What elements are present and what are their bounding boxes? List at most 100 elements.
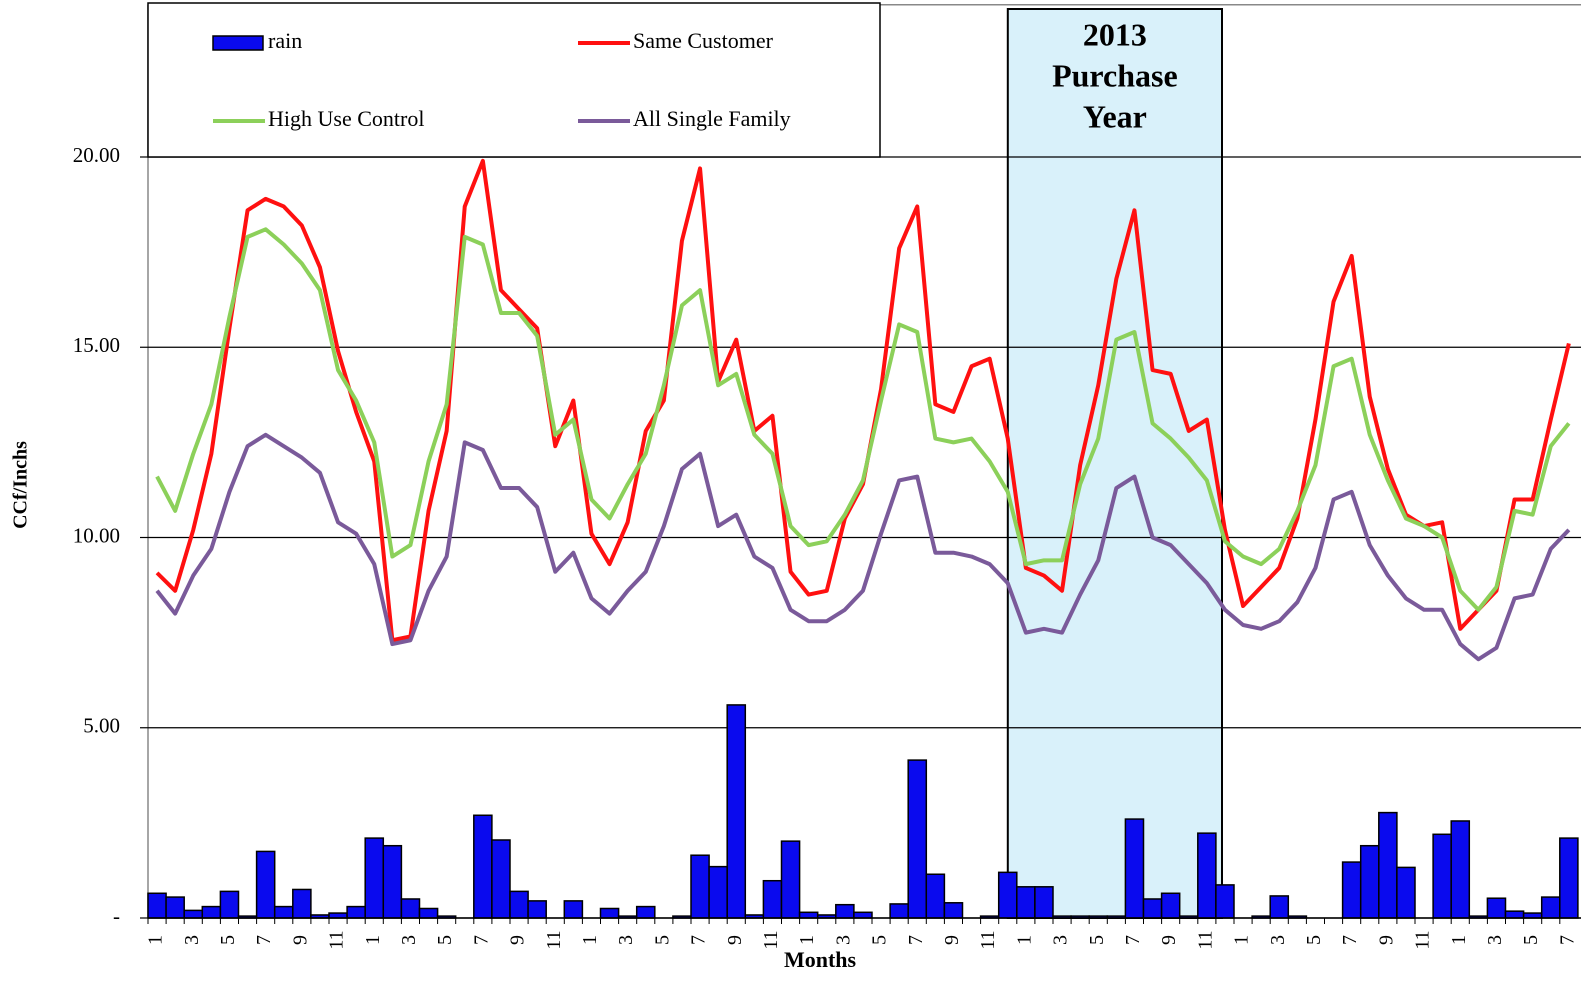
bar	[1397, 867, 1415, 918]
bar	[1144, 899, 1162, 918]
x-tick-label: 1	[796, 935, 818, 945]
x-tick-label: 11	[1194, 930, 1216, 949]
bar	[999, 872, 1017, 918]
x-tick-label: 5	[1086, 935, 1108, 945]
x-tick-label: 7	[1556, 935, 1578, 945]
bar	[166, 897, 184, 918]
bar	[691, 855, 709, 918]
x-tick-label: 7	[253, 935, 275, 945]
bar	[1487, 898, 1505, 918]
line-series	[157, 161, 1569, 640]
y-axis-title: CCf/Inchs	[10, 441, 32, 529]
bar	[492, 840, 510, 918]
bar	[293, 889, 311, 918]
bar	[1162, 893, 1180, 918]
y-tick-label: 10.00	[73, 523, 120, 547]
x-tick-label: 5	[1303, 935, 1325, 945]
bar	[1542, 897, 1560, 918]
bar	[1035, 887, 1053, 918]
y-tick-label: 20.00	[73, 143, 120, 167]
x-tick-label: 1	[362, 935, 384, 945]
annotation-text: Year	[1083, 98, 1147, 134]
bar	[601, 908, 619, 918]
x-tick-label: 9	[289, 935, 311, 945]
x-tick-label: 5	[434, 935, 456, 945]
bar	[763, 881, 781, 918]
bar	[220, 891, 238, 918]
x-tick-label: 5	[651, 935, 673, 945]
legend-label: High Use Control	[268, 106, 424, 131]
x-tick-label: 9	[1375, 935, 1397, 945]
bar	[1216, 885, 1234, 918]
bar	[1270, 896, 1288, 918]
x-tick-label: 1	[1448, 935, 1470, 945]
bar	[1560, 838, 1578, 918]
bar	[637, 907, 655, 918]
x-tick-label: 3	[1050, 935, 1072, 945]
bar	[890, 904, 908, 918]
bar	[908, 760, 926, 918]
bar	[926, 874, 944, 918]
bar	[383, 846, 401, 918]
bar	[347, 907, 365, 918]
bar	[800, 912, 818, 918]
x-tick-label: 3	[398, 935, 420, 945]
legend-label: All Single Family	[633, 106, 791, 131]
y-tick-label: 15.00	[73, 333, 120, 357]
x-tick-label: 1	[1013, 935, 1035, 945]
annotation-text: 2013	[1083, 16, 1147, 52]
x-tick-label: 5	[1520, 935, 1542, 945]
bar	[184, 910, 202, 918]
legend-label: rain	[268, 28, 302, 53]
x-tick-label: 5	[217, 935, 239, 945]
bar	[202, 907, 220, 918]
legend-label: Same Customer	[633, 28, 774, 53]
bar	[1343, 862, 1361, 918]
bar	[148, 893, 166, 918]
legend-swatch	[213, 36, 263, 50]
x-tick-label: 7	[1339, 935, 1361, 945]
bar	[854, 912, 872, 918]
y-tick-label: 5.00	[83, 714, 120, 738]
x-axis-title: Months	[784, 947, 857, 972]
bar	[420, 908, 438, 918]
bar	[1361, 846, 1379, 918]
x-tick-label: 3	[181, 935, 203, 945]
bar	[1198, 833, 1216, 918]
bar	[944, 903, 962, 918]
x-tick-label: 5	[869, 935, 891, 945]
bar	[474, 815, 492, 918]
highlight-region	[1008, 9, 1222, 918]
annotation-text: Purchase	[1052, 57, 1178, 93]
y-tick-label: -	[113, 904, 120, 928]
x-tick-label: 9	[507, 935, 529, 945]
chart: CCf/Inchs Months 2013 Purchase Year - 5.00 10…	[0, 0, 1581, 981]
bar	[401, 899, 419, 918]
x-tick-label: 7	[470, 935, 492, 945]
bar	[564, 901, 582, 918]
legend-box	[148, 3, 880, 157]
bar	[709, 867, 727, 918]
x-tick-label: 11	[326, 930, 348, 949]
bar	[782, 841, 800, 918]
x-tick-label: 3	[615, 935, 637, 945]
bar	[275, 907, 293, 918]
x-tick-label: 7	[905, 935, 927, 945]
bar	[257, 851, 275, 918]
x-tick-label: 1	[579, 935, 601, 945]
x-tick-label: 7	[688, 935, 710, 945]
bar	[365, 838, 383, 918]
x-tick-label: 9	[1158, 935, 1180, 945]
bar	[510, 891, 528, 918]
x-tick-label: 9	[941, 935, 963, 945]
x-tick-label: 11	[977, 930, 999, 949]
x-tick-label: 9	[724, 935, 746, 945]
x-tick-label: 1	[1231, 935, 1253, 945]
line-series	[157, 435, 1569, 659]
bar	[1379, 813, 1397, 918]
bar	[528, 901, 546, 918]
x-tick-label: 1	[145, 935, 167, 945]
x-tick-label: 11	[760, 930, 782, 949]
bar	[1506, 911, 1524, 918]
bar	[1125, 819, 1143, 918]
